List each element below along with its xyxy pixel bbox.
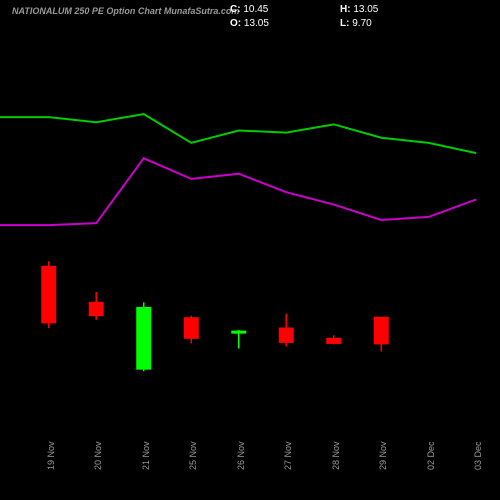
x-axis-label: 03 Dec bbox=[473, 441, 483, 470]
x-axis-label: 26 Nov bbox=[236, 441, 246, 470]
indicator-line-1 bbox=[0, 114, 476, 153]
x-axis-label: 29 Nov bbox=[378, 441, 388, 470]
candle-body bbox=[374, 317, 388, 344]
x-axis-label: 27 Nov bbox=[283, 441, 293, 470]
x-axis-label: 25 Nov bbox=[188, 441, 198, 470]
candle-body bbox=[184, 318, 198, 339]
indicator-line-2 bbox=[0, 158, 476, 225]
x-axis-label: 20 Nov bbox=[93, 441, 103, 470]
x-axis-label: 02 Dec bbox=[426, 441, 436, 470]
candle-body bbox=[327, 338, 341, 343]
candle-body bbox=[279, 328, 293, 342]
candle-body bbox=[232, 331, 246, 333]
x-axis-label: 19 Nov bbox=[46, 441, 56, 470]
candle-body bbox=[42, 266, 56, 323]
price-chart bbox=[0, 0, 500, 500]
candle-body bbox=[89, 302, 103, 315]
candle-body bbox=[137, 307, 151, 369]
x-axis-label: 21 Nov bbox=[141, 441, 151, 470]
x-axis-label: 28 Nov bbox=[331, 441, 341, 470]
